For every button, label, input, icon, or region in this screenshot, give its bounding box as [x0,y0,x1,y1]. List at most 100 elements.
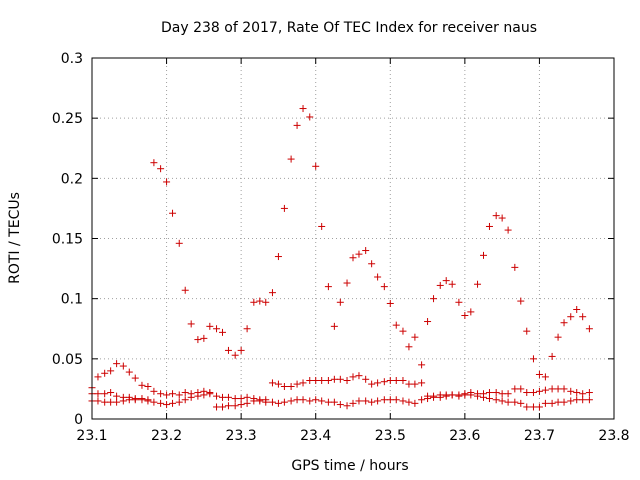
data-point [411,399,419,407]
data-point [125,396,133,404]
data-point [498,397,506,405]
data-point [411,380,419,388]
data-point [237,395,245,403]
data-point [119,362,127,370]
x-tick-label: 23.8 [598,428,629,444]
x-tick-label: 23.7 [524,428,555,444]
data-point [560,385,568,393]
data-point [274,253,282,261]
data-point [256,297,264,305]
data-point [224,402,232,410]
data-point [355,397,363,405]
data-point [280,383,288,391]
data-point [175,398,183,406]
data-point [517,385,525,393]
y-tick-label: 0.05 [52,352,83,368]
data-point [442,277,450,285]
data-point [312,376,320,384]
data-point [374,273,382,281]
data-point [349,254,357,262]
data-point [535,370,543,378]
x-tick-label: 23.6 [449,428,480,444]
data-point [293,380,301,388]
data-point [554,385,562,393]
data-point [374,379,382,387]
data-point [256,397,264,405]
data-point [480,393,487,401]
data-point [312,396,320,404]
data-point [392,396,400,404]
data-point [200,334,208,342]
data-point [243,393,251,401]
data-point [362,397,370,405]
data-point [535,403,543,411]
data-point [498,390,506,398]
data-point [492,396,500,404]
data-point [131,396,139,404]
data-point [573,389,581,397]
data-point [349,373,357,381]
data-point [461,391,469,399]
data-point [517,297,525,305]
data-point [268,379,276,387]
x-tick-label: 23.4 [300,428,331,444]
data-point [523,403,531,411]
axes: 23.1 23.2 23.3 23.4 23.5 23.6 23.7 23.8 0 0.05 0.1… [52,51,630,444]
data-point [336,401,344,409]
data-point [504,226,512,234]
data-point [107,389,115,397]
y-axis-label: ROTI / TECUs [7,192,23,284]
data-point [474,392,482,400]
data-point [144,397,152,405]
data-point [113,398,121,406]
data-point [200,391,208,399]
chart-title: Day 238 of 2017, Rate Of TEC Index for r… [161,20,537,36]
data-point [243,399,251,407]
data-point [368,260,376,268]
data-point [287,397,295,405]
data-point [318,222,326,230]
data-point [150,398,158,406]
data-point [386,376,394,384]
data-point [181,396,189,404]
data-point [424,318,432,326]
data-point [163,391,171,399]
data-point [362,375,370,383]
data-point [567,397,575,405]
data-point [504,390,512,398]
data-point [169,399,177,407]
data-point [573,396,581,404]
data-point [579,313,587,321]
x-tick-label: 23.5 [375,428,406,444]
data-point [107,367,115,375]
data-point [138,381,146,389]
data-point [224,346,232,354]
data-point [541,399,549,407]
data-point [585,325,593,333]
data-point [113,392,121,400]
grid-lines [92,58,614,419]
data-point [287,155,295,163]
data-point [219,328,226,336]
x-tick-label: 23.2 [151,428,182,444]
data-point [213,403,221,411]
data-point [485,395,493,403]
data-point [436,391,444,399]
data-point [250,397,258,405]
data-point [206,390,214,398]
data-point [355,250,363,258]
data-point [455,392,463,400]
data-point [368,398,376,406]
data-point [448,280,456,288]
data-point [436,281,444,289]
data-point [318,397,326,405]
data-point [418,361,426,369]
data-point [399,376,407,384]
data-point [94,397,102,405]
data-point [330,375,338,383]
data-point [287,383,295,391]
data-point [362,247,370,255]
data-point [418,379,426,387]
data-point [480,251,487,259]
data-point [529,389,537,397]
